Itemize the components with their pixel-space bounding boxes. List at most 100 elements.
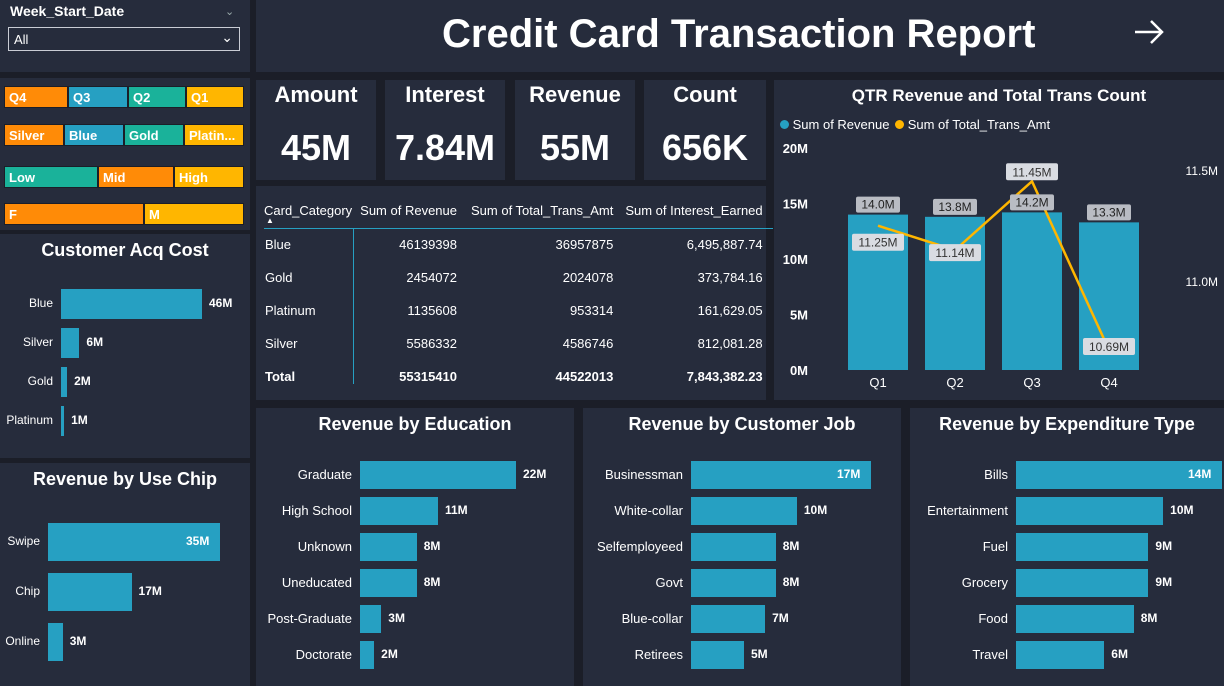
row-value-cell: 5586332 bbox=[406, 336, 457, 351]
table-total-row: Total 55315410 44522013 7,843,382.23 bbox=[264, 360, 773, 393]
chip-quarter[interactable]: Q4 bbox=[4, 86, 68, 108]
category-label: Post-Graduate bbox=[267, 611, 352, 626]
kpi-value: 7.84M bbox=[394, 127, 496, 168]
arrow-right-icon[interactable] bbox=[1131, 14, 1167, 55]
bar[interactable] bbox=[925, 216, 985, 370]
chip-income[interactable]: Low bbox=[4, 166, 98, 188]
bar[interactable] bbox=[360, 461, 516, 489]
row-category-cell: Silver bbox=[265, 336, 298, 351]
legend-dot-revenue bbox=[780, 120, 789, 129]
kpi-label: Count bbox=[673, 82, 737, 107]
data-label: 6M bbox=[1111, 647, 1128, 661]
row-value-cell: 953314 bbox=[569, 303, 614, 318]
chip-gender[interactable]: M bbox=[144, 203, 244, 225]
bar[interactable] bbox=[360, 605, 382, 633]
bar[interactable] bbox=[1016, 461, 1222, 489]
data-label: 11.14M bbox=[935, 246, 974, 260]
kpi-value: 45M bbox=[280, 127, 352, 168]
data-label: 2M bbox=[74, 374, 91, 388]
category-label: Online bbox=[5, 634, 40, 648]
column-header[interactable]: Sum of Total_Trans_Amt bbox=[471, 203, 614, 219]
qtr-revenue-chart: QTR Revenue and Total Trans Count Sum of… bbox=[774, 80, 1224, 400]
kpi-card-count: Count 656K bbox=[644, 80, 766, 180]
chip-quarter[interactable]: Q3 bbox=[68, 86, 128, 108]
chart-title: Revenue by Use Chip bbox=[32, 469, 218, 489]
bar[interactable] bbox=[360, 641, 375, 669]
legend-label[interactable]: Sum of Total_Trans_Amt bbox=[907, 117, 1051, 132]
bar[interactable] bbox=[360, 497, 438, 525]
column-header[interactable]: Sum of Interest_Earned bbox=[625, 203, 763, 219]
chip-income[interactable]: High bbox=[174, 166, 244, 188]
chart-title: Revenue by Customer Job bbox=[628, 414, 856, 434]
data-label: 3M bbox=[69, 634, 87, 648]
bar[interactable] bbox=[1002, 212, 1062, 370]
category-label: Platinum bbox=[6, 413, 53, 427]
data-label: 10.69M bbox=[1089, 340, 1129, 354]
bar[interactable] bbox=[691, 461, 871, 489]
chip-card-category[interactable]: Silver bbox=[4, 124, 64, 146]
chevron-down-icon[interactable]: ⌄ bbox=[225, 6, 235, 18]
column-header[interactable]: Sum of Revenue bbox=[360, 203, 457, 219]
row-value-cell: 812,081.28 bbox=[697, 336, 763, 351]
x-tick-label: Q4 bbox=[1100, 375, 1117, 390]
bar[interactable] bbox=[61, 328, 80, 358]
bar[interactable] bbox=[691, 605, 766, 633]
bar[interactable] bbox=[1016, 497, 1164, 525]
line-series bbox=[877, 179, 1111, 351]
category-label: White-collar bbox=[614, 503, 683, 518]
data-label: 10M bbox=[1170, 503, 1194, 517]
data-label: 8M bbox=[1140, 611, 1158, 625]
table-header-row: Card_Category Sum of Revenue Sum of Tota… bbox=[264, 194, 773, 228]
legend-dot-trans-amt bbox=[895, 120, 905, 129]
data-label-bg bbox=[933, 198, 977, 215]
table-row: Platinum 1135608 953314 161,629.05 bbox=[264, 294, 773, 327]
kpi-card-revenue: Revenue 55M bbox=[515, 80, 635, 180]
row-value-cell: 161,629.05 bbox=[697, 303, 763, 318]
bar[interactable] bbox=[1016, 569, 1149, 597]
bar[interactable] bbox=[48, 523, 220, 561]
bar[interactable] bbox=[61, 367, 68, 397]
column-divider bbox=[353, 228, 354, 384]
bar[interactable] bbox=[691, 497, 797, 525]
data-label: 13.8M bbox=[938, 200, 971, 214]
week-start-date-dropdown[interactable]: All ⌄ bbox=[8, 27, 240, 51]
bar[interactable] bbox=[360, 533, 417, 561]
column-header[interactable]: Card_Category bbox=[264, 203, 353, 219]
data-label-bg bbox=[1087, 204, 1131, 221]
chip-card-category[interactable]: Blue bbox=[64, 124, 124, 146]
chip-card-category[interactable]: Platin... bbox=[184, 124, 244, 146]
kpi-value: 55M bbox=[539, 127, 611, 168]
row-category-cell: Gold bbox=[265, 270, 293, 285]
bar[interactable] bbox=[48, 573, 132, 611]
bar[interactable] bbox=[1016, 605, 1134, 633]
chip-quarter[interactable]: Q1 bbox=[186, 86, 244, 108]
category-label: Blue bbox=[28, 296, 53, 310]
data-label: 8M bbox=[423, 575, 441, 589]
chip-card-category[interactable]: Gold bbox=[124, 124, 184, 146]
bar[interactable] bbox=[61, 289, 202, 319]
data-label-bg bbox=[1010, 194, 1054, 211]
row-value-cell: 55315410 bbox=[399, 369, 457, 384]
chip-income[interactable]: Mid bbox=[98, 166, 174, 188]
bar[interactable] bbox=[691, 641, 744, 669]
data-label: 11.45M bbox=[1012, 165, 1051, 179]
bar[interactable] bbox=[1016, 641, 1105, 669]
bar[interactable] bbox=[61, 406, 65, 436]
bar[interactable] bbox=[691, 569, 776, 597]
bar[interactable] bbox=[1016, 533, 1149, 561]
table-row: Silver 5586332 4586746 812,081.28 bbox=[264, 327, 773, 360]
bar[interactable] bbox=[48, 623, 63, 661]
data-label: 9M bbox=[1155, 539, 1173, 553]
category-label: Swipe bbox=[7, 534, 40, 548]
bar[interactable] bbox=[691, 533, 776, 561]
chip-gender[interactable]: F bbox=[4, 203, 144, 225]
category-label: Unknown bbox=[297, 539, 352, 554]
bar[interactable] bbox=[360, 569, 417, 597]
row-value-cell: 1135608 bbox=[407, 303, 457, 318]
chip-quarter[interactable]: Q2 bbox=[128, 86, 186, 108]
legend-label[interactable]: Sum of Revenue bbox=[792, 117, 890, 132]
x-tick-label: Q2 bbox=[946, 375, 963, 390]
category-label: Chip bbox=[15, 584, 40, 598]
table-row: Gold 2454072 2024078 373,784.16 bbox=[264, 261, 773, 294]
data-label: 11M bbox=[445, 503, 468, 517]
